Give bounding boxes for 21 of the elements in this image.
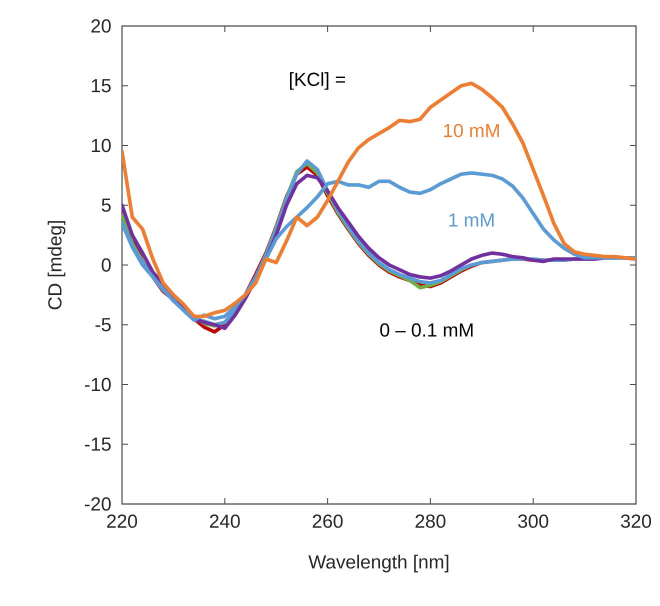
- y-tick-label: -10: [84, 378, 111, 392]
- y-tick-label: -20: [84, 497, 111, 511]
- y-tick-label: 5: [102, 198, 111, 212]
- y-tick-label: 10: [92, 138, 111, 152]
- x-tick-label: 300: [518, 514, 548, 528]
- y-tick-label: 0: [102, 258, 111, 272]
- x-tick-label: 240: [210, 514, 240, 528]
- y-tick-label: -15: [84, 438, 111, 451]
- x-tick-label: 260: [312, 514, 343, 528]
- annotation: 0 – 0.1 mM: [380, 323, 473, 337]
- annotation: [KCl] =: [290, 72, 346, 90]
- y-tick-label: -5: [96, 318, 111, 332]
- y-tick-label: 15: [92, 79, 111, 92]
- x-tick-label: 320: [620, 514, 652, 528]
- y-axis-title: CD [mdeg]: [48, 221, 66, 310]
- x-tick-label: 280: [416, 514, 446, 528]
- y-tick-label: 20: [91, 19, 111, 33]
- x-axis-title: Wavelength [nm]: [308, 554, 448, 572]
- series-label: 1 mM: [449, 213, 494, 226]
- x-tick-label: 220: [107, 514, 138, 528]
- series-label: 10 mM: [444, 124, 499, 138]
